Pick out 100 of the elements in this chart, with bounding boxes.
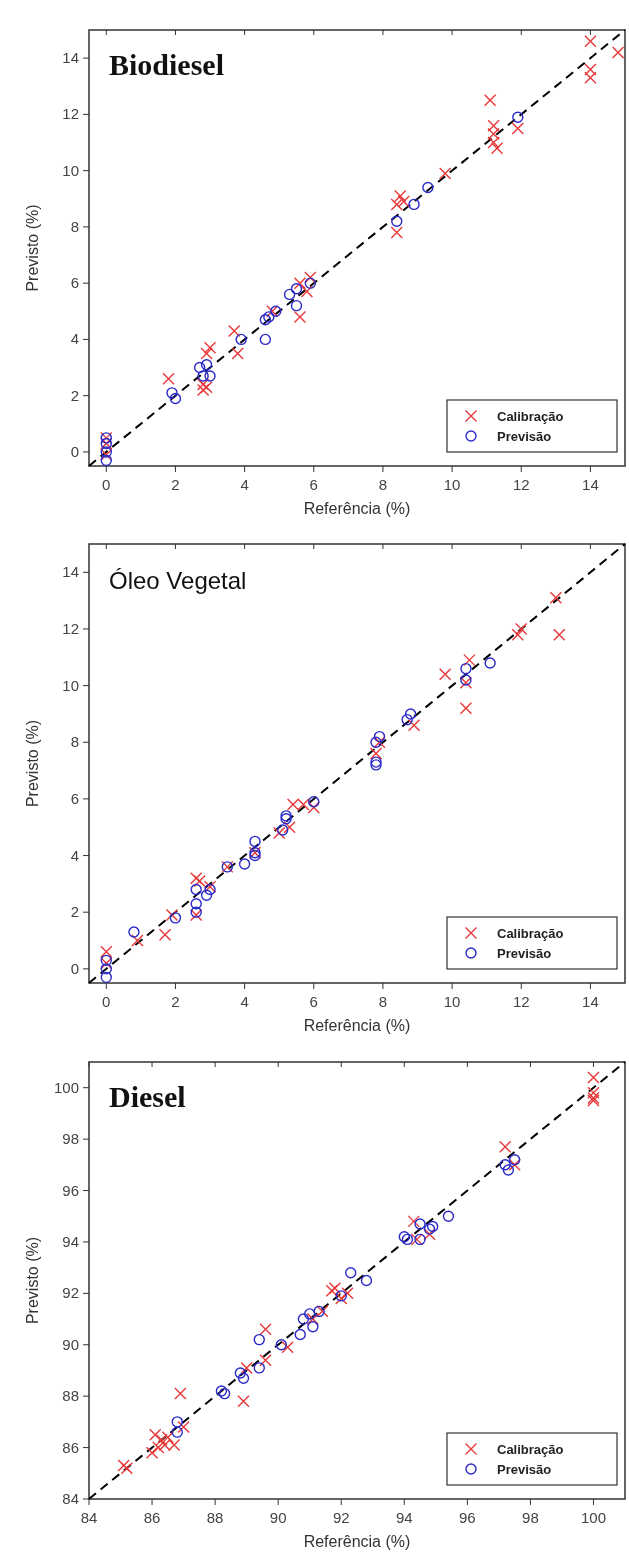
point: [490, 141, 504, 155]
point: [407, 1215, 420, 1228]
x-tick-label: 14: [582, 993, 599, 1010]
point: [171, 1416, 183, 1428]
point: [190, 906, 202, 918]
text: Diesel: [109, 1080, 186, 1113]
legend-label: Calibração: [497, 1442, 564, 1457]
point: [100, 454, 112, 467]
point: [177, 1420, 190, 1434]
x-tick-label: 12: [512, 476, 530, 493]
point: [253, 1333, 265, 1346]
x-tick-label: 88: [206, 1509, 224, 1526]
y-tick-label: 12: [62, 619, 79, 637]
point: [549, 591, 563, 605]
point: [131, 934, 144, 947]
point: [487, 136, 500, 149]
x-tick-label: 98: [522, 1509, 539, 1526]
point: [162, 372, 175, 385]
point: [483, 94, 497, 107]
y-tick-label: 10: [62, 676, 79, 694]
point: [145, 1446, 159, 1459]
point: [463, 653, 476, 667]
y-tick-label: 2: [70, 903, 79, 921]
point: [422, 181, 434, 194]
point: [398, 1231, 410, 1243]
point: [306, 1312, 320, 1326]
point: [584, 63, 597, 76]
x-tick-label: 94: [395, 1509, 413, 1526]
point: [438, 167, 452, 180]
point: [120, 1461, 134, 1475]
point: [169, 912, 182, 924]
point: [263, 311, 275, 323]
y-tick-label: 86: [62, 1438, 79, 1456]
point: [276, 824, 289, 836]
x-tick-label: 6: [309, 476, 318, 493]
point: [259, 314, 272, 326]
y-tick-label: 14: [62, 563, 79, 581]
point: [313, 1305, 325, 1318]
y-tick-label: 90: [62, 1335, 79, 1353]
point: [502, 1164, 515, 1176]
point: [316, 1305, 329, 1318]
point: [611, 46, 625, 59]
point: [508, 1153, 521, 1166]
text: Óleo Vegetal: [109, 567, 247, 594]
y-tick-label: 92: [62, 1284, 79, 1302]
point: [414, 1233, 426, 1246]
point: [408, 198, 420, 211]
point: [169, 392, 182, 405]
point: [511, 122, 524, 135]
point: [270, 305, 282, 317]
point: [190, 898, 202, 910]
y-tick-label: 98: [62, 1130, 79, 1148]
point: [166, 387, 178, 399]
point: [293, 310, 307, 324]
point: [438, 668, 452, 681]
point: [391, 215, 403, 227]
x-tick-label: 86: [143, 1509, 161, 1526]
point: [498, 1140, 512, 1154]
point: [249, 835, 261, 848]
point: [460, 662, 472, 675]
point: [272, 826, 286, 840]
point: [290, 283, 303, 295]
point: [259, 1323, 272, 1336]
point: [304, 271, 317, 284]
point: [442, 1210, 455, 1222]
y-tick-label: 6: [70, 274, 79, 292]
point: [197, 370, 209, 382]
x-tick-label: 10: [443, 476, 461, 493]
point: [235, 333, 247, 346]
point: [193, 361, 206, 374]
x-axis-title: Referência (%): [303, 1017, 411, 1034]
point: [360, 1274, 373, 1287]
y-tick-label: 8: [70, 217, 79, 235]
point: [240, 1361, 253, 1375]
y-tick-label: 10: [62, 161, 79, 179]
point: [373, 736, 386, 749]
y-axis-title: Previsto (%): [24, 204, 41, 292]
point: [100, 971, 112, 984]
point: [253, 1362, 265, 1374]
point: [283, 288, 296, 301]
point: [266, 305, 279, 318]
point: [128, 926, 140, 938]
text: Biodiesel: [109, 48, 225, 81]
point: [307, 1321, 319, 1333]
x-tick-label: 4: [240, 993, 249, 1010]
y-axis-title: Previsto (%): [24, 719, 41, 808]
y-tick-label: 88: [62, 1387, 79, 1405]
x-tick-label: 8: [378, 476, 388, 493]
point: [508, 1158, 521, 1172]
point: [325, 1284, 338, 1297]
point: [459, 702, 473, 715]
x-tick-label: 90: [269, 1509, 287, 1526]
point: [394, 189, 407, 203]
x-tick-label: 12: [512, 993, 530, 1010]
y-tick-label: 4: [70, 846, 79, 864]
point: [100, 945, 113, 959]
point: [293, 276, 307, 290]
x-tick-label: 2: [171, 476, 180, 493]
point: [196, 383, 210, 397]
legend-label: Calibração: [497, 409, 564, 424]
